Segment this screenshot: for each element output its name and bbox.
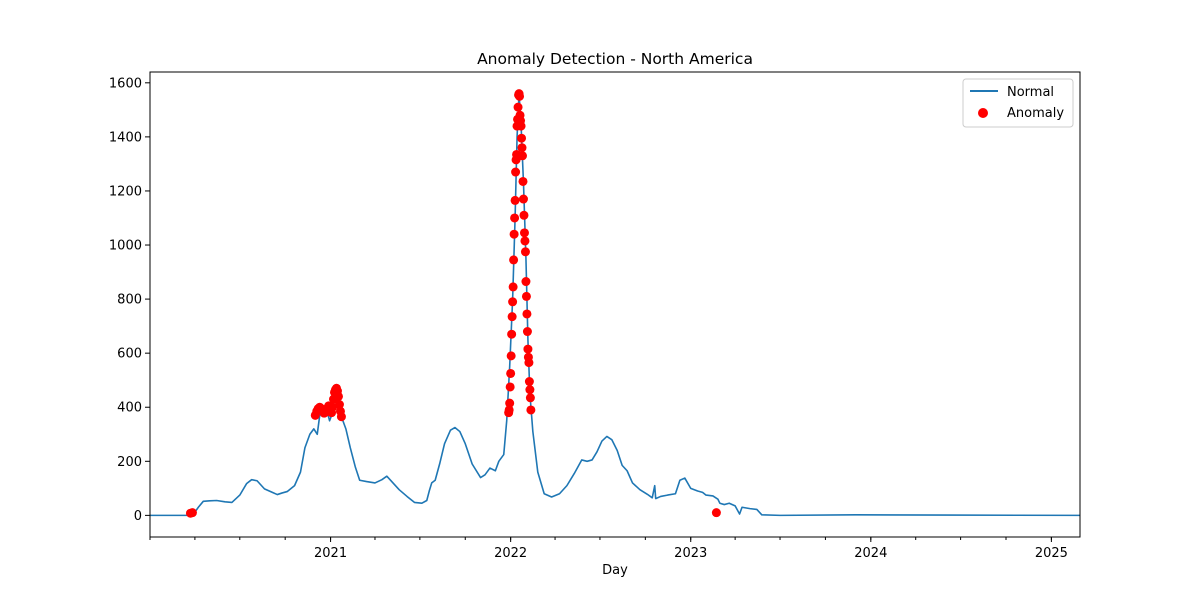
anomaly-point <box>520 236 530 246</box>
anomaly-point <box>517 151 527 161</box>
anomaly-point <box>519 228 529 238</box>
anomaly-point <box>522 309 532 319</box>
anomaly-point <box>507 329 517 339</box>
anomaly-point <box>517 133 527 143</box>
anomaly-point <box>333 391 343 401</box>
y-tick-label: 800 <box>117 293 142 308</box>
anomaly-point <box>187 508 197 518</box>
x-tick-label: 2025 <box>1035 546 1068 561</box>
y-tick-label: 400 <box>117 401 142 416</box>
chart-title: Anomaly Detection - North America <box>477 50 753 68</box>
normal-series-line <box>150 92 1081 517</box>
x-axis-label: Day <box>602 563 628 578</box>
anomaly-point <box>336 412 346 422</box>
anomaly-point <box>507 312 517 322</box>
y-tick-label: 1600 <box>109 76 142 91</box>
anomaly-point <box>522 327 532 337</box>
anomaly-point <box>525 385 535 395</box>
anomaly-point <box>505 382 515 392</box>
x-axis: 2021 2022 2023 2024 2025 <box>149 537 1068 561</box>
anomaly-point <box>517 143 527 153</box>
anomaly-point <box>521 277 531 287</box>
anomaly-point <box>521 291 531 301</box>
x-tick-label: 2023 <box>674 546 707 561</box>
y-tick-label: 1000 <box>109 239 142 254</box>
anomaly-point <box>520 247 530 257</box>
anomaly-point <box>515 91 525 101</box>
anomaly-point <box>518 194 528 204</box>
anomaly-point <box>506 368 516 378</box>
x-tick-label: 2022 <box>494 546 527 561</box>
y-axis: 0 200 400 600 800 1000 1200 1400 1600 <box>109 76 150 524</box>
anomaly-point <box>513 102 523 112</box>
x-tick-label: 2024 <box>854 546 887 561</box>
legend: Normal Anomaly <box>962 78 1074 128</box>
anomaly-point <box>334 400 344 410</box>
plot-frame <box>149 71 1081 538</box>
anomaly-point <box>516 121 526 131</box>
legend-normal-label: Normal <box>1007 85 1054 100</box>
anomaly-point <box>525 393 535 403</box>
anomaly-point <box>328 402 338 412</box>
anomaly-point <box>523 344 533 354</box>
y-tick-label: 600 <box>117 347 142 362</box>
anomaly-point <box>524 358 534 368</box>
anomaly-point <box>509 255 519 265</box>
anomaly-point <box>509 229 519 239</box>
anomaly-point <box>510 195 520 205</box>
anomaly-point <box>711 508 721 518</box>
x-tick-label: 2021 <box>314 546 347 561</box>
anomaly-point <box>524 377 534 387</box>
anomaly-point <box>508 282 518 292</box>
y-tick-label: 1400 <box>109 130 142 145</box>
anomaly-point <box>511 167 521 177</box>
anomaly-point <box>526 405 536 415</box>
anomaly-point <box>519 210 529 220</box>
anomaly-point <box>508 297 518 307</box>
y-tick-label: 0 <box>134 509 142 524</box>
anomaly-point <box>506 351 516 361</box>
anomaly-point <box>518 176 528 186</box>
legend-anomaly-swatch <box>978 108 988 118</box>
plot-area <box>150 89 1081 518</box>
y-tick-label: 1200 <box>109 184 142 199</box>
anomaly-point <box>510 213 520 223</box>
anomaly-point <box>505 398 515 408</box>
anomaly-point <box>504 405 514 415</box>
y-tick-label: 200 <box>117 455 142 470</box>
legend-anomaly-label: Anomaly <box>1007 106 1064 121</box>
